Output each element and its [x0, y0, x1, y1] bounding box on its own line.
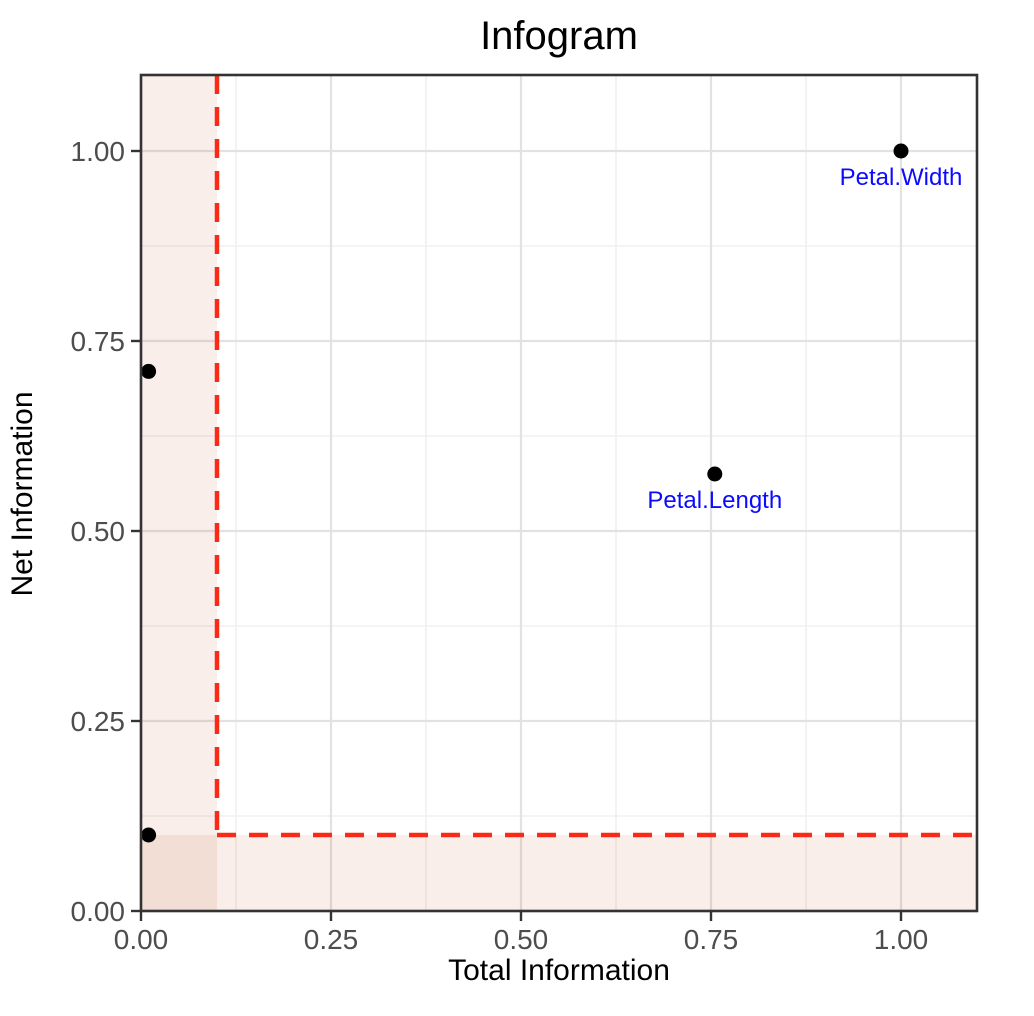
- x-axis-title: Total Information: [448, 954, 670, 987]
- x-axis-tick-label: 0.00: [114, 924, 169, 955]
- data-point: [141, 363, 157, 379]
- plot-panel-background: [141, 75, 977, 911]
- plot-panel-border: [139, 73, 979, 913]
- y-axis-tick-label: 0.25: [71, 706, 126, 737]
- chart-title: Infogram: [480, 14, 638, 58]
- data-point: [893, 143, 909, 159]
- y-axis-tick-label: 0.50: [71, 516, 126, 547]
- x-axis-tick-label: 0.25: [304, 924, 359, 955]
- y-axis-tick-label: 0.00: [71, 896, 126, 927]
- shaded-threshold-region: [141, 75, 217, 911]
- x-axis-tick-label: 0.50: [494, 924, 549, 955]
- x-axis-tick-label: 0.75: [684, 924, 739, 955]
- y-axis-tick-label: 1.00: [71, 136, 126, 167]
- data-point: [707, 466, 723, 482]
- data-point-label: Petal.Length: [647, 487, 782, 514]
- y-axis-tick-label: 0.75: [71, 326, 126, 357]
- data-point: [141, 827, 157, 843]
- data-point-label: Petal.Width: [840, 164, 963, 191]
- shaded-threshold-region: [141, 835, 977, 911]
- x-axis-tick-label: 1.00: [874, 924, 929, 955]
- y-axis-title: Net Information: [6, 391, 39, 597]
